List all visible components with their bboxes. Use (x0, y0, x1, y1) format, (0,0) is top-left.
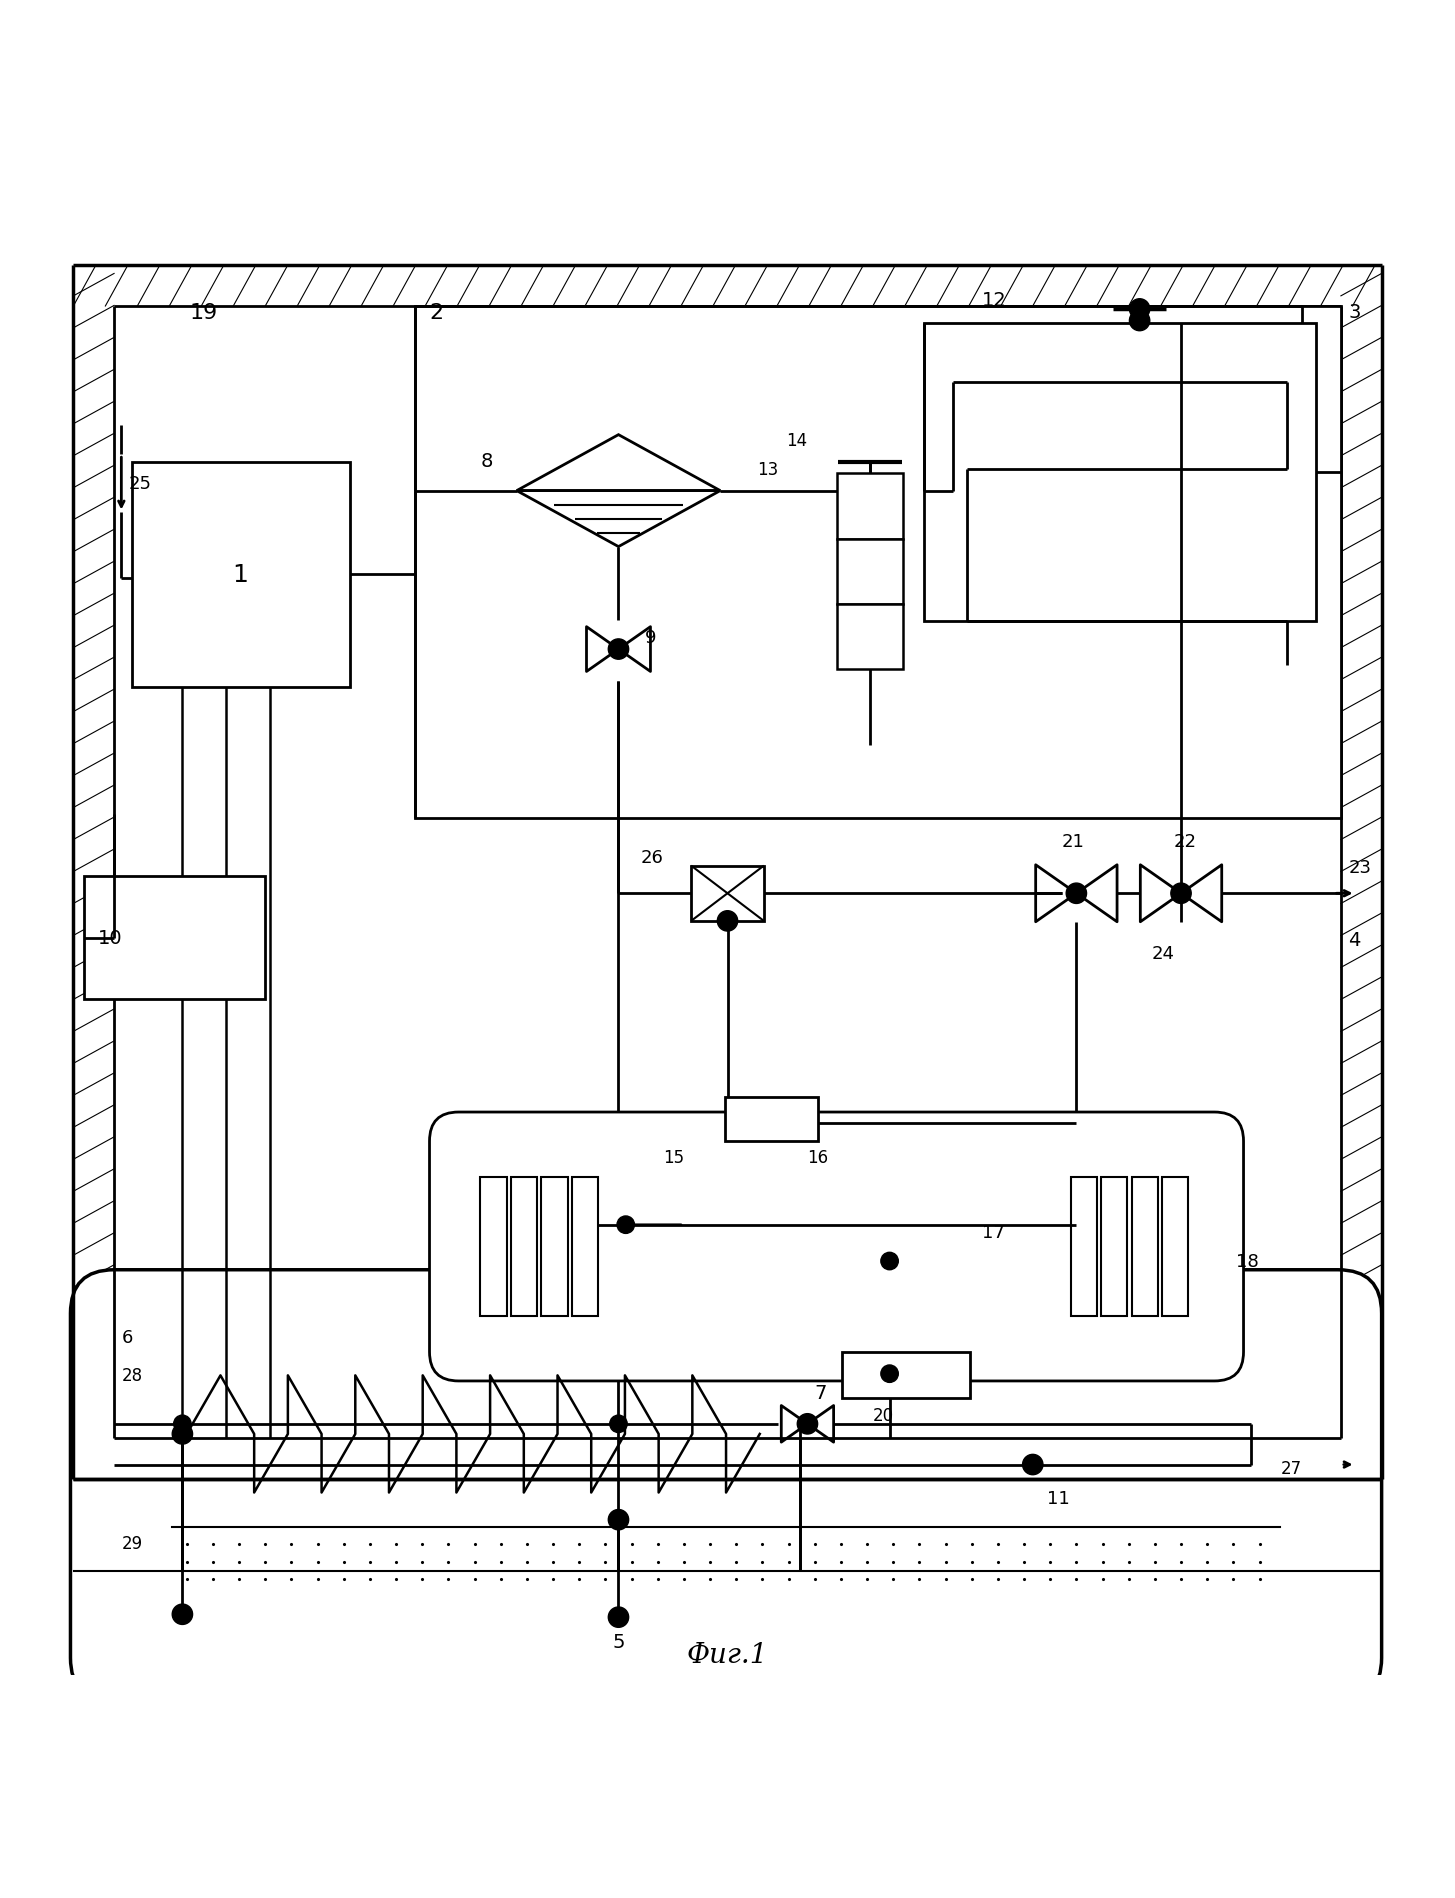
Text: Фиг.1: Фиг.1 (687, 1642, 768, 1668)
Circle shape (610, 1416, 627, 1433)
Bar (1163, 1179, 1189, 1315)
Text: 7: 7 (815, 1384, 826, 1403)
Polygon shape (73, 1439, 1382, 1479)
Text: 14: 14 (786, 431, 808, 450)
Polygon shape (73, 266, 1382, 307)
Text: 3: 3 (1349, 302, 1360, 321)
Circle shape (880, 1253, 898, 1270)
Text: 12: 12 (982, 290, 1007, 309)
Circle shape (1129, 300, 1149, 321)
Text: 23: 23 (1349, 858, 1371, 877)
Text: 27: 27 (1280, 1460, 1302, 1479)
Text: 11: 11 (1048, 1490, 1069, 1507)
Circle shape (1023, 1454, 1043, 1475)
Text: 28: 28 (121, 1367, 143, 1386)
Text: 10: 10 (97, 928, 122, 947)
Bar (1132, 1179, 1158, 1315)
Text: 5: 5 (613, 1632, 624, 1651)
Bar (1101, 1179, 1128, 1315)
Text: 2: 2 (429, 302, 444, 323)
Circle shape (172, 1424, 192, 1444)
Bar (841, 1351, 969, 1399)
Text: 4: 4 (1349, 930, 1360, 949)
Bar (725, 1097, 818, 1141)
Text: 24: 24 (1152, 945, 1176, 962)
FancyBboxPatch shape (429, 1112, 1244, 1382)
Circle shape (1067, 884, 1087, 903)
Circle shape (1171, 884, 1192, 903)
Circle shape (797, 1414, 818, 1435)
Circle shape (173, 1416, 191, 1433)
Bar (837, 605, 904, 670)
Bar (541, 1179, 567, 1315)
Text: 9: 9 (645, 628, 656, 647)
Bar (837, 474, 904, 539)
Bar (572, 1179, 598, 1315)
Circle shape (880, 1365, 898, 1382)
Text: 19: 19 (189, 302, 218, 323)
Polygon shape (517, 492, 720, 547)
Text: 16: 16 (808, 1148, 828, 1167)
Text: 17: 17 (982, 1224, 1005, 1241)
Bar (480, 1179, 506, 1315)
Circle shape (608, 1509, 629, 1530)
Circle shape (608, 1608, 629, 1627)
Circle shape (717, 911, 738, 932)
Text: 20: 20 (873, 1406, 893, 1424)
Text: 13: 13 (757, 461, 778, 478)
Text: 22: 22 (1174, 831, 1197, 850)
Bar (415, 307, 1342, 818)
Bar (924, 325, 1317, 623)
Circle shape (1129, 311, 1149, 332)
Text: 18: 18 (1237, 1253, 1259, 1270)
Polygon shape (1342, 266, 1382, 1479)
Text: 8: 8 (480, 452, 493, 471)
Bar (131, 463, 349, 687)
Circle shape (608, 640, 629, 661)
Bar (691, 865, 764, 921)
Polygon shape (73, 266, 113, 1479)
Bar (837, 539, 904, 605)
FancyBboxPatch shape (70, 1270, 1382, 1703)
Text: 25: 25 (128, 474, 151, 493)
Text: 15: 15 (663, 1148, 684, 1167)
Bar (83, 877, 265, 1000)
Bar (1071, 1179, 1097, 1315)
Bar (511, 1179, 537, 1315)
Text: 6: 6 (121, 1329, 132, 1346)
Circle shape (172, 1604, 192, 1625)
Polygon shape (73, 1479, 1382, 1572)
Text: 29: 29 (121, 1534, 143, 1553)
Text: 21: 21 (1062, 831, 1085, 850)
Circle shape (617, 1217, 634, 1234)
Text: 26: 26 (640, 848, 663, 865)
Text: 1: 1 (233, 564, 249, 586)
